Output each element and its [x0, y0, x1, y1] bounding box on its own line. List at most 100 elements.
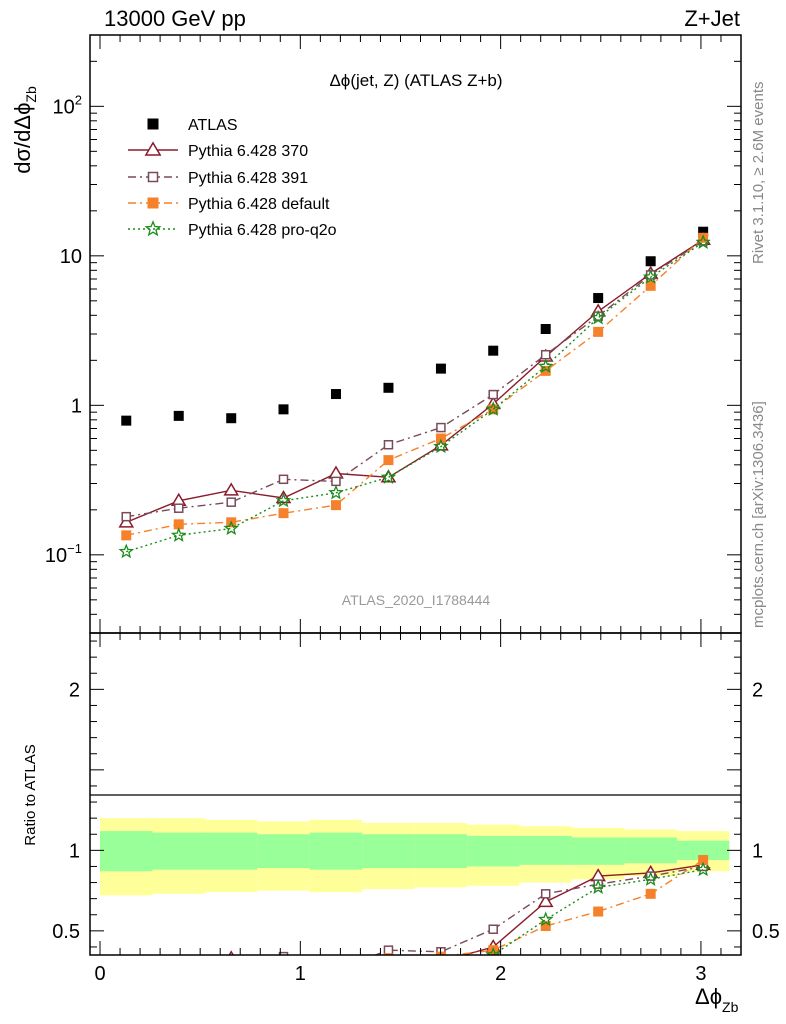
data-point [330, 500, 341, 511]
ratio-point [383, 953, 394, 955]
legend-label: Pythia 6.428 391 [188, 170, 308, 187]
data-point [173, 519, 184, 530]
ratio-point [642, 871, 659, 886]
ratio-point [278, 974, 288, 984]
ratio-point [485, 946, 501, 955]
data-point [593, 293, 604, 304]
legend-entry: Pythia 6.428 370 [128, 141, 308, 160]
header-left: 13000 GeV pp [104, 6, 246, 31]
ratio-point [226, 974, 236, 984]
data-point [698, 232, 709, 243]
data-point [488, 389, 498, 400]
band-inner-bin [571, 837, 625, 865]
series-line [126, 237, 704, 536]
main-ylabel: dσ/dΔϕZb [10, 86, 39, 174]
data-point [331, 476, 341, 487]
series-line [126, 241, 704, 553]
y-tick-label: 10 [60, 246, 82, 268]
data-point [488, 404, 499, 415]
rivet-label: Rivet 3.1.10, ≥ 2.6M events [750, 82, 767, 265]
data-point [645, 280, 656, 291]
legend-entry: ATLAS [147, 117, 238, 134]
band-inner-bin [624, 837, 677, 864]
ratio-y-tick-label-right: 0.5 [752, 921, 780, 943]
legend-marker [144, 220, 162, 237]
series-pythia-6-428-pro-q2o [118, 234, 711, 559]
legend-marker [147, 197, 159, 209]
ratio-point [383, 945, 394, 955]
ratio-point [332, 965, 340, 973]
ratio-point [174, 976, 184, 986]
ratio-point [175, 969, 183, 977]
data-point [435, 433, 446, 444]
band-inner-bin [676, 840, 730, 861]
data-point [593, 326, 604, 337]
ratio-line [461, 864, 704, 955]
data-point [330, 389, 341, 400]
data-point [645, 256, 656, 267]
mcplots-label: mcplots.cern.ch [arXiv:1306.3436] [750, 401, 767, 628]
series-line [126, 240, 704, 518]
series-pythia-6-428-default [121, 232, 709, 541]
ratio-point [121, 979, 131, 989]
ratio-series-pythia-6-428-pro-q2o [120, 861, 711, 996]
ratio-uncertainty-bands [100, 818, 730, 896]
ratio-point [440, 954, 441, 955]
ratio-point [330, 970, 342, 982]
data-point [383, 455, 394, 466]
data-point [435, 363, 446, 374]
xlabel: ΔϕZb [695, 984, 739, 1015]
data-point [121, 415, 132, 426]
ratio-point [173, 979, 185, 991]
series-atlas [121, 226, 709, 426]
legend-entry: Pythia 6.428 391 [128, 170, 308, 187]
legend-entry: Pythia 6.428 pro-q2o [128, 220, 337, 239]
data-point [488, 345, 499, 356]
data-point [695, 234, 711, 250]
data-point [223, 482, 240, 496]
data-point [278, 508, 289, 519]
ratio-point [698, 855, 709, 866]
data-point [275, 492, 292, 508]
ratio-point [225, 976, 237, 988]
ratio-frame [89, 632, 742, 956]
ratio-point [172, 961, 185, 972]
ratio-point [277, 963, 290, 974]
data-point [328, 484, 344, 500]
ratio-plot-content [120, 855, 711, 996]
header-right: Z+Jet [684, 6, 740, 31]
main-plot-content [118, 226, 711, 559]
ratio-line [373, 865, 704, 955]
data-point [226, 413, 237, 424]
data-point [383, 439, 394, 450]
y-tick-label: 102 [53, 92, 82, 118]
data-point [485, 401, 501, 416]
series-line [126, 239, 704, 523]
x-tick-label: 0 [94, 963, 105, 985]
ratio-point [440, 953, 442, 955]
band-inner-bin [362, 834, 415, 869]
legend-label: Pythia 6.428 pro-q2o [188, 222, 337, 239]
ratio-y-tick-label: 2 [69, 679, 80, 701]
ratio-point [540, 921, 551, 932]
ratio-point [331, 977, 341, 987]
data-point [433, 438, 449, 454]
ratio-point [382, 965, 395, 976]
ratio-point [488, 924, 498, 934]
ratio-point [120, 971, 133, 982]
data-point [173, 503, 184, 513]
band-inner-bin [414, 834, 468, 869]
ratio-y-tick-label-right: 1 [752, 840, 763, 862]
ratio-point [122, 970, 130, 978]
ratio-point [120, 984, 132, 996]
ratio-point [278, 951, 289, 955]
legend-label: Pythia 6.428 370 [188, 143, 308, 160]
data-point [642, 269, 659, 284]
ratio-ylabel: Ratio to ATLAS [22, 744, 39, 845]
legend-entry: Pythia 6.428 default [128, 196, 330, 213]
band-inner-bin [100, 831, 153, 872]
data-point [540, 324, 551, 335]
legend: ATLAS Pythia 6.428 370 Pythia 6.428 391 Pyt… [128, 117, 337, 239]
plot-title: Δϕ(jet, Z) (ATLAS Z+b) [329, 71, 502, 90]
data-point [698, 226, 709, 237]
